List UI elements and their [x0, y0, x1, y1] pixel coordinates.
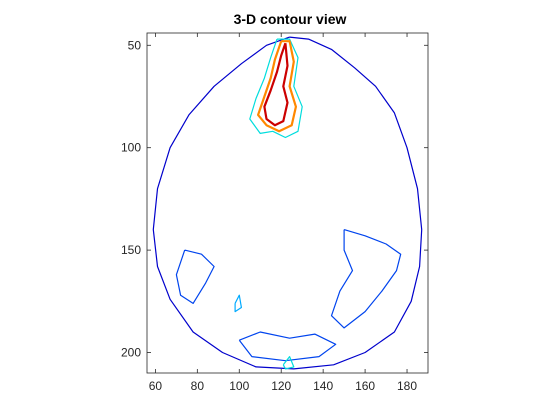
x-tick-label: 180: [397, 379, 417, 393]
x-tick-label: 160: [355, 379, 375, 393]
contour-inner-cortex-left: [175, 249, 215, 304]
x-tick-label: 100: [229, 379, 249, 393]
contour-skull-outline: [152, 36, 423, 370]
axes-box: [146, 32, 429, 374]
contour-inner-posterior: [238, 331, 337, 362]
contour-frontal-anomaly-core: [263, 42, 289, 127]
y-tick-label: 150: [121, 243, 141, 257]
y-tick-label: 100: [121, 141, 141, 155]
x-tick-label: 140: [313, 379, 333, 393]
x-tick-label: 120: [271, 379, 291, 393]
plot-area: 60 80 100 120 140 160 180 50 100 150 200: [121, 32, 429, 393]
x-tick-label: 80: [191, 379, 205, 393]
y-axis-ticks: 50 100 150 200: [121, 38, 428, 360]
axes-background: [147, 33, 428, 373]
contour-inner-cortex-right: [330, 229, 402, 329]
y-tick-label: 50: [128, 38, 142, 52]
contour-cyan-patch-a: [234, 294, 242, 313]
y-tick-label: 200: [121, 346, 141, 360]
contour-frontal-anomaly-outer: [249, 38, 303, 139]
chart-title: 3-D contour view: [234, 11, 347, 27]
contour-frontal-anomaly-mid: [257, 40, 297, 133]
contour-cyan-patch-b: [282, 356, 295, 370]
axes-frame: [146, 32, 429, 374]
x-axis-ticks: 60 80 100 120 140 160 180: [149, 33, 417, 393]
x-tick-label: 60: [149, 379, 163, 393]
contour-lines: [152, 36, 423, 370]
